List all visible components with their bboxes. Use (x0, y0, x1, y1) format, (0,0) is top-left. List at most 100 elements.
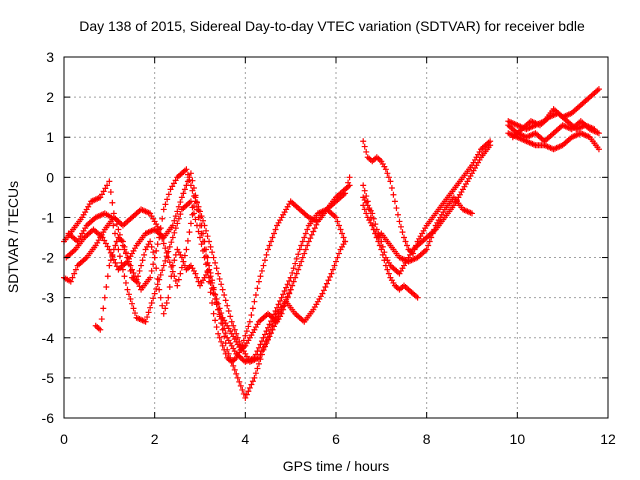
data-point (261, 331, 268, 338)
data-point (109, 251, 116, 258)
data-point (124, 254, 131, 261)
data-point (258, 267, 265, 274)
data-point (258, 348, 265, 355)
data-point (227, 313, 234, 320)
data-point (370, 226, 377, 233)
data-point (133, 278, 140, 285)
data-point (265, 324, 271, 331)
data-point (157, 231, 164, 238)
data-point (154, 275, 161, 282)
data-point (197, 234, 203, 241)
data-point (160, 206, 167, 213)
data-point (251, 374, 258, 381)
data-point (266, 321, 273, 328)
data-point (269, 234, 276, 241)
data-point (181, 186, 188, 193)
data-point (216, 313, 223, 320)
data-point (298, 242, 305, 249)
data-point (212, 317, 219, 324)
data-point (171, 257, 178, 264)
data-point (122, 279, 129, 286)
data-point (193, 274, 200, 281)
data-point (277, 298, 284, 305)
data-point (263, 251, 270, 258)
data-point (110, 222, 117, 229)
data-point (363, 193, 370, 200)
data-point (243, 391, 250, 398)
data-point (144, 314, 151, 321)
series-7 (360, 138, 494, 257)
data-point (147, 238, 154, 245)
data-point (98, 191, 105, 198)
data-point (248, 312, 255, 319)
data-point (333, 258, 339, 265)
data-point (246, 384, 253, 391)
data-point (308, 231, 315, 238)
series-4 (61, 194, 349, 365)
data-point (213, 324, 220, 331)
data-point (319, 290, 326, 297)
data-point (286, 290, 293, 297)
data-point (109, 199, 116, 206)
data-point (174, 220, 181, 227)
data-point (425, 242, 432, 249)
data-point (237, 382, 244, 389)
data-point (210, 310, 217, 317)
data-point (595, 86, 602, 93)
y-tick-label: -1 (42, 209, 55, 225)
data-point (280, 291, 287, 298)
data-point (151, 254, 158, 261)
data-point (263, 338, 270, 345)
data-point (222, 340, 229, 347)
data-point (187, 198, 194, 205)
data-point (385, 270, 392, 277)
data-point (72, 266, 79, 273)
data-point (295, 266, 302, 273)
data-point (283, 284, 290, 291)
data-point (219, 286, 226, 293)
data-point (378, 238, 385, 245)
data-point (215, 330, 222, 337)
data-point (290, 265, 297, 272)
data-point (278, 294, 285, 301)
x-tick-label: 0 (60, 431, 68, 447)
data-point (151, 290, 158, 297)
data-point (385, 174, 392, 181)
data-point (379, 243, 386, 250)
data-point (156, 286, 163, 293)
data-point (222, 330, 229, 337)
data-point (239, 386, 246, 393)
data-point (165, 191, 172, 198)
data-point (172, 177, 179, 184)
data-point (266, 330, 273, 337)
data-point (265, 246, 271, 253)
data-point (387, 178, 394, 185)
data-point (169, 222, 176, 229)
data-point (249, 378, 256, 385)
data-point (231, 366, 238, 373)
data-point (104, 243, 111, 250)
data-point (164, 196, 171, 203)
data-point (326, 273, 333, 280)
data-point (233, 370, 240, 377)
data-point (107, 189, 114, 196)
data-point (154, 281, 161, 288)
data-point (396, 218, 403, 225)
data-point (167, 186, 174, 193)
data-point (595, 130, 602, 137)
data-point (200, 230, 207, 237)
data-point (136, 267, 143, 274)
data-point (121, 273, 128, 280)
data-point (268, 326, 275, 333)
data-point (159, 215, 166, 222)
data-point (404, 242, 411, 249)
series-13 (505, 130, 602, 153)
data-point (219, 326, 226, 333)
plot-points (61, 86, 602, 401)
data-point (203, 227, 210, 234)
data-point (230, 322, 237, 329)
data-point (175, 203, 182, 210)
series-14 (509, 110, 598, 141)
data-point (174, 282, 181, 289)
data-point (342, 190, 349, 197)
